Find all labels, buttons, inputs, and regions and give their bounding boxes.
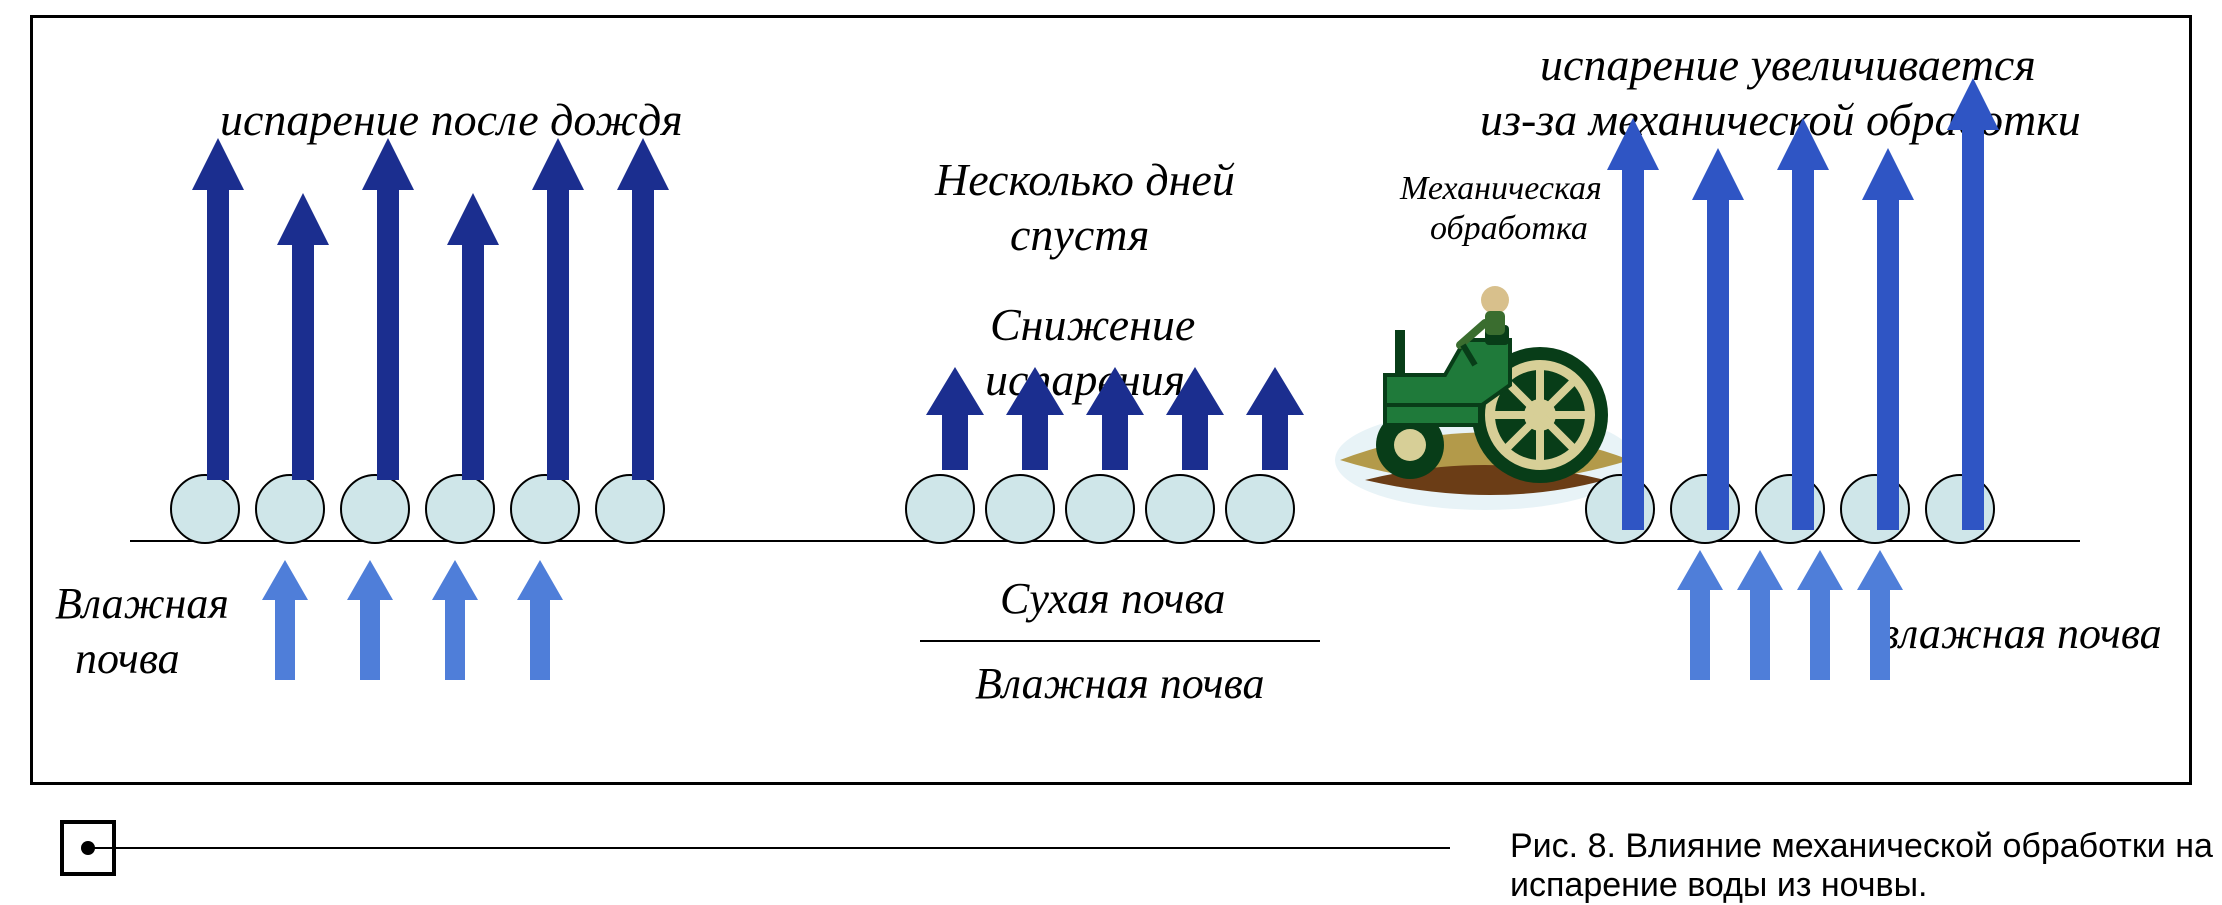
evaporation-arrow-icon [347,560,393,680]
tractor-icon [1335,245,1635,510]
evaporation-arrow-icon [1947,78,1999,530]
soil-particle-circle [1145,474,1215,544]
soil-particle-circle [340,474,410,544]
caption-leader-line [86,847,1450,849]
soil-particle-circle [595,474,665,544]
panel2-soil-divider [920,640,1320,642]
panel1-soil-label-line2: почва [75,635,180,683]
evaporation-arrow-icon [926,367,984,470]
evaporation-arrow-icon [1692,148,1744,530]
panel2-subtitle-line1: Снижение [990,300,1195,351]
soil-particle-circle [170,474,240,544]
evaporation-arrow-icon [447,193,499,480]
figure-caption: Рис. 8. Влияние механической обработки н… [1510,827,2222,905]
evaporation-arrow-icon [517,560,563,680]
soil-particle-circle [510,474,580,544]
evaporation-arrow-icon [277,193,329,480]
evaporation-arrow-icon [1086,367,1144,470]
evaporation-arrow-icon [1166,367,1224,470]
evaporation-arrow-icon [1006,367,1064,470]
soil-particle-circle [985,474,1055,544]
panel3-soil-label: влажная почва [1880,610,2162,658]
soil-particle-circle [905,474,975,544]
evaporation-arrow-icon [362,138,414,480]
evaporation-arrow-icon [1737,550,1783,680]
soil-particle-circle [425,474,495,544]
soil-particle-circle [255,474,325,544]
soil-particle-circle [1225,474,1295,544]
evaporation-arrow-icon [1797,550,1843,680]
tractor-label-line2: обработка [1430,210,1588,247]
panel2-title-line2: спустя [1010,210,1149,261]
soil-particle-circle [1065,474,1135,544]
evaporation-arrow-icon [1607,118,1659,530]
evaporation-arrow-icon [1246,367,1304,470]
evaporation-arrow-icon [532,138,584,480]
evaporation-arrow-icon [1777,118,1829,530]
evaporation-arrow-icon [1857,550,1903,680]
panel1-title: испарение после дождя [220,95,683,146]
evaporation-arrow-icon [192,138,244,480]
panel2-soil-bot-label: Влажная почва [975,660,1264,708]
evaporation-arrow-icon [617,138,669,480]
tractor-label-line1: Механическая [1400,170,1602,207]
panel1-soil-label-line1: Влажная [55,580,229,628]
evaporation-arrow-icon [432,560,478,680]
evaporation-arrow-icon [1677,550,1723,680]
panel2-title-line1: Несколько дней [935,155,1235,206]
evaporation-arrow-icon [1862,148,1914,530]
evaporation-arrow-icon [262,560,308,680]
panel2-soil-top-label: Сухая почва [1000,575,1225,623]
